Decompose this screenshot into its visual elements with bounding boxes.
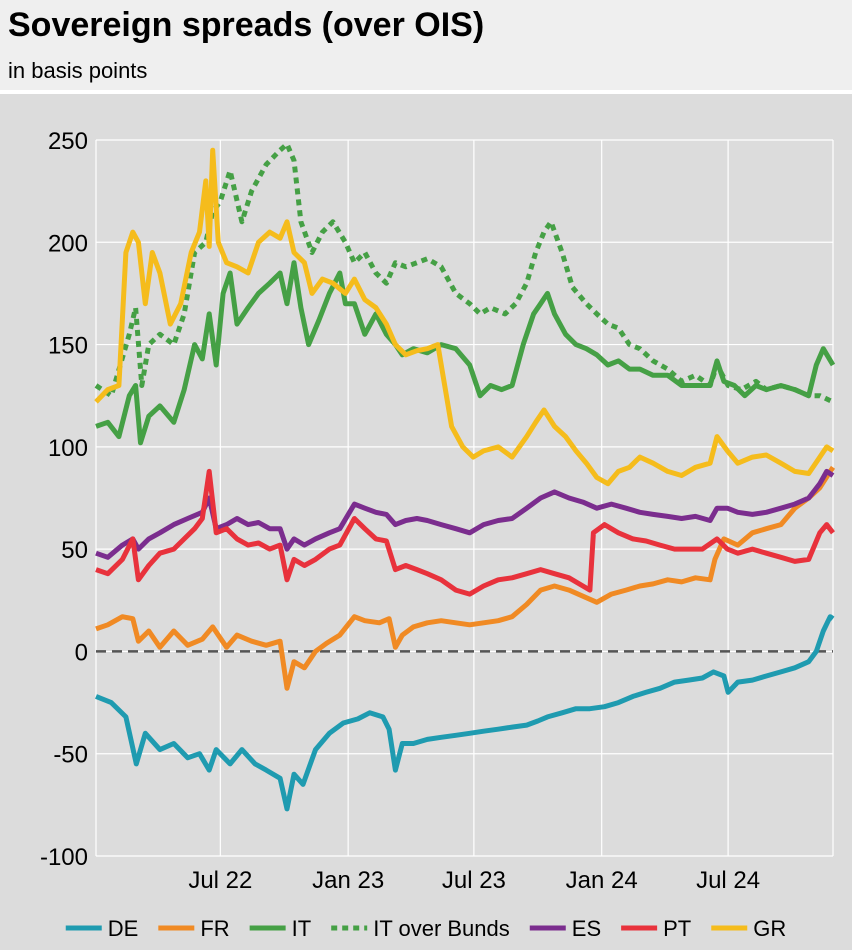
y-tick-label: -50 [53,742,88,769]
legend-label: IT over Bunds [373,916,510,941]
series-line-de [95,614,835,812]
y-tick-label: 0 [75,639,88,666]
series-group [94,141,836,812]
y-tick-label: 50 [61,537,88,564]
legend-label: IT [292,916,312,941]
series-line-pt [95,468,835,597]
x-tick-label: Jul 23 [442,867,506,894]
x-axis: Jul 22 Jan 23 Jul 23 Jan 24 Jul 24 [188,867,760,894]
chart-subtitle: in basis points [8,58,148,83]
y-tick-label: 200 [48,230,88,257]
x-tick-label: Jan 24 [566,867,638,894]
y-tick-label: 250 [48,128,88,155]
header-divider [0,90,852,94]
y-tick-label: 150 [48,333,88,360]
legend-label: ES [572,916,601,941]
y-tick-label: -100 [40,844,88,871]
legend: DE FR IT IT over Bunds ES PT GR [65,916,786,941]
chart-header: Sovereign spreads (over OIS) in basis po… [0,0,852,90]
series-line-it-over-bunds [94,141,835,405]
chart-title: Sovereign spreads (over OIS) [8,6,485,44]
legend-label: DE [108,916,139,941]
y-axis: 250 200 150 100 50 0 -50 -100 [40,128,88,871]
legend-label: GR [753,916,786,941]
series-line-fr [95,465,836,691]
x-tick-label: Jul 22 [188,867,252,894]
y-tick-label: 100 [48,435,88,462]
x-tick-label: Jan 23 [312,867,384,894]
legend-label: FR [200,916,229,941]
series-line-it [95,260,836,446]
legend-label: PT [663,916,691,941]
series-line-gr [94,147,835,487]
x-tick-label: Jul 24 [696,867,760,894]
